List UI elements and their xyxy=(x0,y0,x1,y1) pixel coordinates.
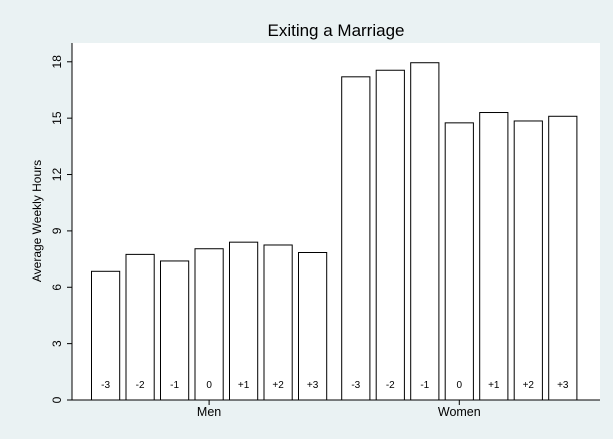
y-tick-label: 18 xyxy=(50,55,64,69)
bar-women-3 xyxy=(444,122,474,401)
bar-men-3 xyxy=(194,248,224,401)
bar-label: -3 xyxy=(101,380,110,391)
bar-women-0 xyxy=(341,76,371,401)
bar-label: -1 xyxy=(420,380,429,391)
bar-men-6 xyxy=(298,252,328,401)
bar-label: +2 xyxy=(523,380,535,391)
y-axis: 0 3 6 9 12 15 18 xyxy=(50,43,73,403)
bar-men-0 xyxy=(91,270,121,401)
bar-women-1 xyxy=(375,69,405,401)
y-axis-label: Average Weekly Hours xyxy=(30,160,44,282)
bar-label: +3 xyxy=(557,380,569,391)
bar-label: 0 xyxy=(206,380,212,391)
bar-men-1 xyxy=(125,253,155,401)
y-tick-label: 0 xyxy=(50,396,64,403)
y-tick-label: 15 xyxy=(50,111,64,125)
bar-women-4 xyxy=(479,112,509,401)
y-tick-label: 12 xyxy=(50,168,64,182)
bar-label: -1 xyxy=(170,380,179,391)
y-tick-label: 6 xyxy=(50,284,64,291)
bar-label: -2 xyxy=(386,380,395,391)
bar-label: 0 xyxy=(457,380,463,391)
bar-label: +2 xyxy=(272,380,284,391)
bar-women-5 xyxy=(513,120,543,401)
bar-label: +1 xyxy=(238,380,250,391)
x-axis: Men Women xyxy=(72,399,600,419)
group-label-women: Women xyxy=(438,405,481,419)
bar-women-6 xyxy=(548,115,578,401)
bar-men-5 xyxy=(263,244,293,401)
bar-label: +3 xyxy=(307,380,319,391)
bar-men-4 xyxy=(229,241,259,401)
bar-label: -2 xyxy=(136,380,145,391)
bars-layer: -3 -2 -1 0 +1 +2 +3 -3 -2 -1 0 +1 +2 +3 xyxy=(91,62,578,401)
y-tick-label: 3 xyxy=(50,340,64,347)
bar-label: +1 xyxy=(488,380,500,391)
bar-label: -3 xyxy=(351,380,360,391)
y-tick-label: 9 xyxy=(50,227,64,234)
chart-title: Exiting a Marriage xyxy=(267,21,404,40)
bar-women-2 xyxy=(410,62,440,401)
plot-area xyxy=(72,43,600,400)
group-label-men: Men xyxy=(197,405,221,419)
